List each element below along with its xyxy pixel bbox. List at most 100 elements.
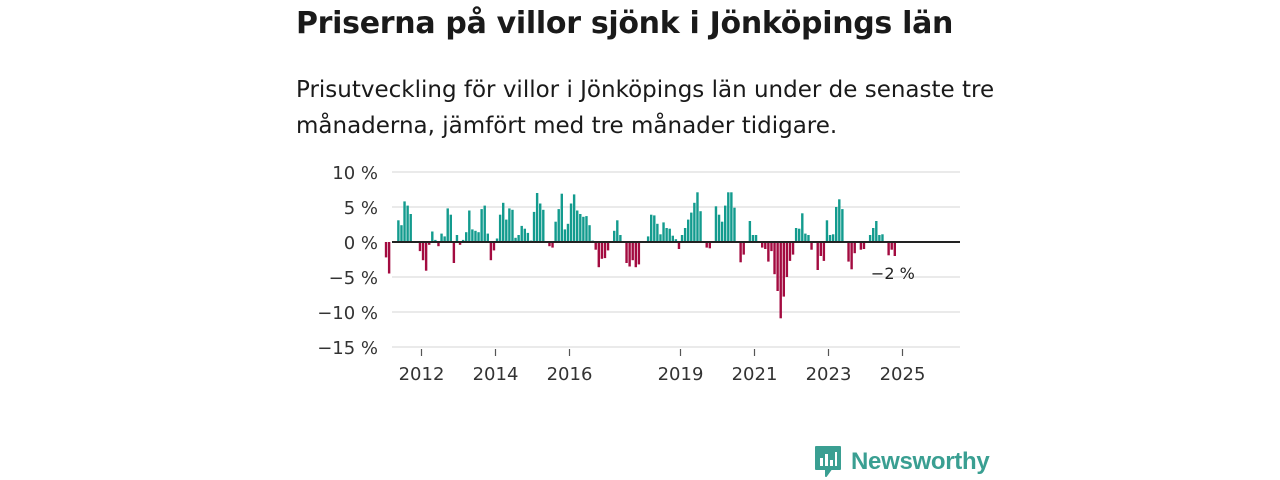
y-tick-label: −15 % [317, 338, 378, 359]
bar [539, 203, 542, 242]
bar [616, 220, 619, 242]
bar [791, 242, 795, 255]
bar [458, 242, 462, 245]
bar [421, 242, 425, 261]
bar [474, 230, 477, 242]
bar [807, 235, 810, 242]
bar [674, 239, 678, 242]
x-tick-label: 2021 [732, 364, 778, 385]
bar [828, 235, 832, 242]
bar [498, 214, 502, 242]
bar [767, 242, 770, 262]
bar [535, 193, 539, 242]
x-tick-label: 2019 [658, 364, 704, 385]
y-tick-label: −10 % [317, 303, 378, 324]
bar [579, 214, 582, 242]
bar [887, 242, 890, 256]
x-tick-label: 2016 [547, 364, 593, 385]
bar [720, 221, 724, 242]
bar [619, 235, 622, 242]
bar [594, 242, 597, 250]
bar [705, 242, 708, 248]
bar [761, 242, 764, 248]
brand-name: Newsworthy [851, 448, 990, 475]
bar [631, 242, 634, 261]
bar [477, 232, 480, 242]
bar [724, 205, 727, 242]
bar [733, 207, 736, 242]
bar [625, 242, 628, 263]
bar [835, 207, 838, 242]
bar [603, 242, 607, 259]
bar [794, 228, 798, 242]
bar [862, 242, 866, 249]
bar [465, 232, 468, 242]
bar [511, 209, 514, 242]
bar [881, 234, 884, 242]
bar [785, 242, 789, 277]
bar [437, 242, 440, 247]
bar [816, 242, 819, 270]
bar [384, 242, 388, 258]
bar [850, 242, 853, 270]
bar [662, 222, 665, 242]
bar [714, 206, 718, 242]
bar [742, 242, 745, 255]
bar [523, 228, 526, 242]
bar [588, 225, 591, 242]
bar [582, 216, 585, 242]
bar [606, 242, 610, 251]
bar [831, 234, 835, 242]
bar [489, 242, 493, 261]
bar [495, 238, 499, 242]
brand-logo: Newsworthy [814, 444, 990, 480]
bar [665, 228, 668, 242]
bar [455, 235, 459, 242]
y-tick-label: 5 % [344, 198, 378, 219]
bar [585, 216, 588, 242]
bar [822, 242, 826, 261]
bar [841, 209, 844, 242]
bar-chart: 10 %5 %0 %−5 %−10 %−15 % 2012 2014 2016 201… [317, 163, 960, 385]
bar [773, 242, 776, 275]
bar [566, 223, 570, 242]
bar [650, 214, 653, 242]
bar [403, 201, 406, 242]
bar [569, 203, 573, 242]
bar [770, 242, 773, 252]
bar [693, 202, 696, 242]
bar [730, 192, 733, 242]
bar [505, 219, 508, 242]
x-tick-label: 2023 [806, 364, 852, 385]
bar [890, 242, 893, 250]
chart-subtitle: Prisutveckling för villor i Jönköpings l… [296, 77, 995, 139]
bar [597, 242, 600, 268]
bar [878, 235, 881, 242]
bar [872, 228, 875, 242]
bar [788, 242, 792, 261]
bar [717, 214, 721, 242]
annotations: −2 % [871, 264, 915, 283]
bar [440, 233, 443, 242]
bar [776, 242, 779, 291]
bar [637, 242, 641, 265]
bar [572, 194, 576, 242]
x-axis: 2012 2014 2016 2019 2021 2023 2025 [399, 349, 925, 385]
bar [613, 230, 616, 242]
bar [576, 210, 579, 242]
bar [739, 242, 742, 263]
bar [428, 242, 431, 245]
latest-value-label: −2 % [871, 264, 915, 283]
bar [748, 221, 752, 242]
bar [819, 242, 822, 256]
bar [671, 235, 674, 242]
bar [727, 192, 730, 242]
bar [653, 215, 656, 242]
bar [683, 228, 687, 242]
bar [468, 210, 471, 242]
bar [690, 212, 693, 242]
bar [431, 231, 434, 242]
bar [560, 193, 563, 242]
bar [406, 205, 409, 242]
bar [659, 234, 662, 242]
